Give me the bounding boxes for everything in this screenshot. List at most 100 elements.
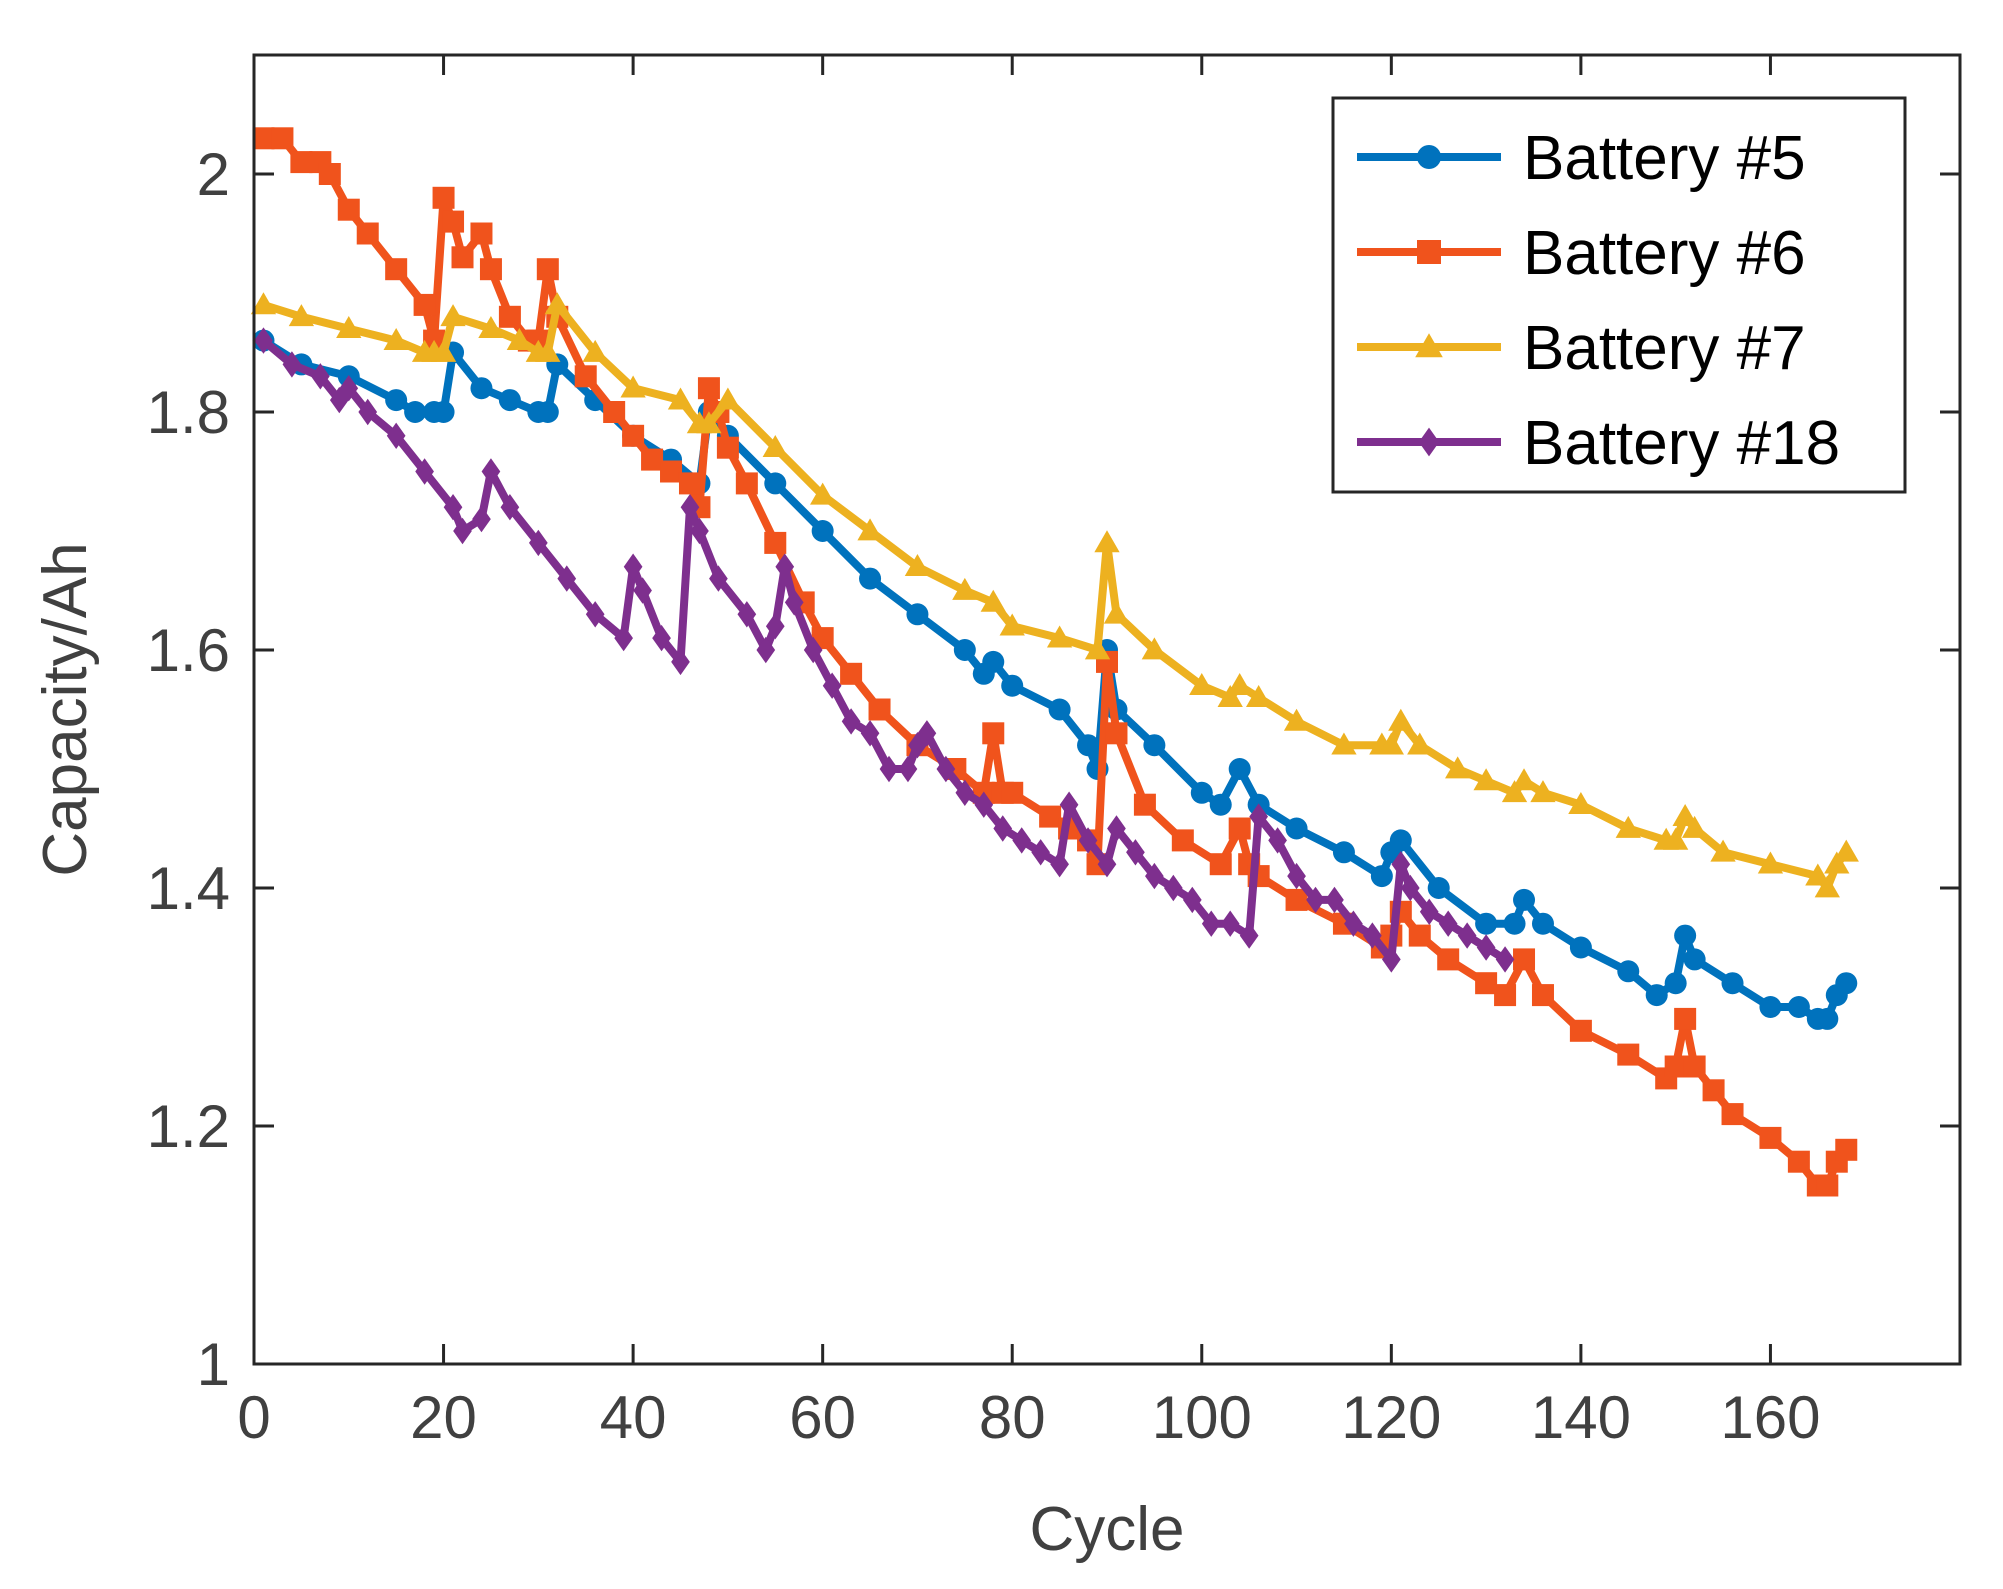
data-point [908, 732, 927, 759]
tick-labels-layer: 0 20 40 60 80 100 120 140 160 1 1.2 1.4 1.6 1.8 2 [147, 141, 1821, 1451]
data-point [1615, 815, 1641, 838]
data-point [544, 292, 570, 315]
data-point [764, 531, 787, 554]
series-layer [250, 127, 1859, 1197]
data-point [678, 472, 701, 495]
data-point [1105, 722, 1128, 745]
data-point [385, 389, 408, 412]
legend: Battery #5 Battery #6 Battery #7 Battery #1… [1331, 96, 1907, 494]
data-point [252, 127, 275, 150]
data-point [1475, 912, 1498, 935]
data-point [680, 494, 700, 521]
data-point [1190, 781, 1213, 804]
data-point [1476, 934, 1496, 961]
data-point [1239, 922, 1259, 949]
data-point [1495, 946, 1515, 973]
data-point [904, 554, 931, 577]
y-tick-label: 2 [197, 141, 230, 208]
data-point [1438, 910, 1458, 937]
data-point [1171, 829, 1194, 852]
data-point [356, 222, 379, 245]
data-point [329, 386, 349, 414]
data-point [1473, 768, 1499, 791]
data-point [1227, 673, 1253, 696]
data-point [383, 327, 409, 350]
data-point [1182, 886, 1202, 914]
data-point [1672, 803, 1698, 826]
data-point [716, 436, 739, 459]
y-tick-label: 1.6 [147, 617, 230, 684]
data-point [404, 401, 427, 423]
data-point [1568, 792, 1594, 815]
data-point [1824, 851, 1850, 874]
data-point [1710, 839, 1736, 862]
data-point [1663, 827, 1689, 850]
data-point [1513, 888, 1536, 911]
data-point [1835, 1138, 1858, 1161]
data-point [282, 351, 302, 378]
data-point [453, 517, 472, 545]
data-point [1059, 791, 1079, 818]
data-point [1084, 637, 1111, 660]
data-point [1031, 839, 1051, 866]
data-point [1145, 862, 1164, 890]
data-point [1759, 996, 1782, 1018]
data-point [557, 565, 577, 592]
data-point [1370, 865, 1393, 888]
data-point [479, 258, 502, 281]
data-point [478, 316, 504, 339]
data-point [1245, 684, 1272, 707]
data-point [955, 779, 975, 806]
data-point [1126, 839, 1145, 866]
data-point [841, 708, 861, 735]
data-point [697, 377, 720, 400]
data-point [696, 411, 722, 434]
data-point [1445, 756, 1471, 779]
data-point [660, 460, 683, 483]
data-point [1039, 805, 1062, 828]
data-point [1617, 960, 1640, 983]
data-point [1077, 734, 1100, 757]
data-point [528, 529, 548, 557]
data-point [1189, 673, 1215, 696]
data-point [614, 624, 633, 652]
data-point [386, 422, 406, 449]
data-point [652, 624, 671, 652]
data-point [709, 565, 728, 592]
data-point [879, 755, 899, 783]
data-point [735, 472, 758, 495]
y-axis-label: Capacity/Ah [31, 542, 100, 876]
data-point [1220, 910, 1240, 937]
legend-label: Battery #5 [1523, 124, 1806, 193]
legend-label: Battery #6 [1523, 219, 1806, 288]
data-point [1209, 853, 1232, 876]
x-tick-label: 100 [1152, 1384, 1252, 1451]
data-point [451, 246, 474, 269]
data-point [1531, 984, 1554, 1007]
data-point [952, 577, 978, 600]
data-point [1645, 984, 1668, 1007]
y-tick-label: 1.2 [147, 1093, 230, 1160]
data-point [1228, 817, 1251, 840]
data-point [1569, 1019, 1592, 1042]
data-point [585, 601, 605, 628]
data-point [288, 304, 315, 327]
data-point [1249, 803, 1268, 830]
data-point [1681, 815, 1708, 838]
data-point [982, 722, 1005, 745]
data-point [535, 339, 561, 362]
y-tick-label: 1 [197, 1331, 230, 1398]
data-point [737, 601, 757, 628]
x-tick-label: 140 [1531, 1384, 1631, 1451]
data-point [1097, 851, 1117, 878]
data-point [440, 304, 466, 327]
data-point [1530, 780, 1556, 803]
data-point [470, 222, 493, 245]
data-point [339, 375, 359, 402]
data-point [1201, 910, 1221, 937]
data-point [1363, 922, 1382, 949]
data-point [1833, 839, 1859, 862]
data-point [641, 448, 664, 471]
data-point [999, 613, 1025, 636]
data-point [470, 377, 493, 400]
